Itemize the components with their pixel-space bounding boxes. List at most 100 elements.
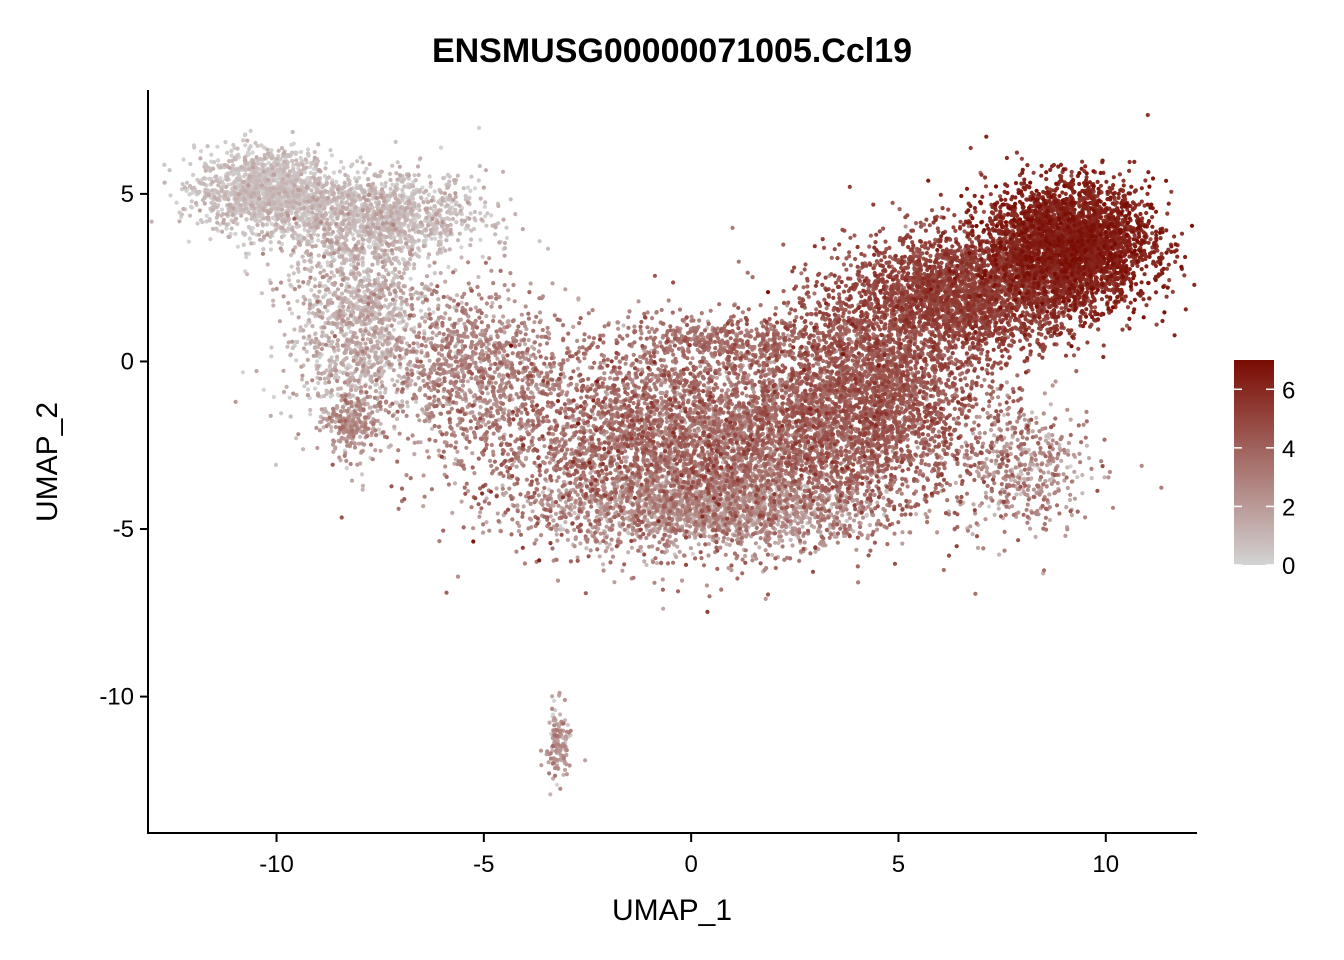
cell-point [408, 210, 413, 215]
cell-point [294, 358, 299, 363]
cell-point [312, 155, 317, 160]
cell-point [992, 512, 997, 518]
cell-point [1047, 477, 1052, 483]
cell-point [340, 221, 345, 226]
cell-point [296, 262, 301, 267]
cell-point [287, 307, 292, 312]
cell-point [391, 204, 396, 209]
cell-point [256, 190, 261, 195]
cell-point [282, 151, 287, 156]
cell-point [203, 187, 208, 192]
cell-point [335, 287, 340, 292]
cell-point [383, 268, 389, 273]
cell-point [253, 186, 259, 191]
cell-point [305, 147, 311, 152]
cell-point [402, 309, 407, 315]
cell-point [391, 218, 396, 223]
cell-point [445, 203, 450, 208]
cell-point [489, 213, 494, 218]
cell-point [408, 257, 413, 262]
cell-point [445, 172, 451, 177]
cell-point [235, 244, 240, 249]
cell-point [387, 317, 392, 322]
cell-point [215, 144, 220, 149]
cell-point [375, 174, 380, 179]
cell-point [258, 156, 263, 162]
cell-point [427, 263, 432, 268]
cell-point [308, 170, 313, 175]
cell-point [250, 203, 255, 208]
cell-point [970, 532, 975, 537]
cell-point [323, 188, 328, 193]
cell-point [335, 216, 340, 221]
cell-point [285, 152, 291, 158]
cell-point [259, 291, 264, 296]
cell-point [232, 185, 237, 190]
cell-point [351, 303, 356, 308]
cell-point [397, 270, 402, 275]
cell-point [396, 373, 401, 378]
cell-point [224, 212, 229, 217]
cell-point [336, 195, 341, 200]
cell-point [182, 185, 188, 190]
cell-point [295, 339, 300, 345]
cell-point [476, 178, 481, 183]
cell-point [414, 399, 419, 405]
cell-point [215, 212, 220, 217]
cell-point [362, 201, 367, 206]
cell-point [265, 192, 270, 197]
cell-point [296, 233, 301, 238]
cell-point [302, 221, 307, 226]
cell-point [309, 288, 314, 293]
cell-point [406, 223, 411, 228]
cell-point [444, 228, 449, 233]
cell-point [380, 342, 385, 347]
cell-point [1089, 476, 1094, 481]
cell-point [333, 211, 338, 216]
cell-point [565, 722, 570, 728]
cell-point [259, 183, 265, 188]
cell-point [200, 220, 205, 225]
cell-point [404, 218, 409, 223]
cell-point [211, 166, 216, 171]
cell-point [312, 171, 317, 176]
cell-point [295, 299, 300, 304]
cell-point [262, 156, 267, 161]
cell-point [423, 227, 428, 232]
cell-point [500, 169, 506, 174]
cell-point [303, 297, 308, 302]
cell-point [261, 207, 266, 212]
cell-point [415, 296, 420, 301]
cell-point [407, 185, 412, 190]
cell-point [343, 172, 348, 178]
cell-point [223, 193, 228, 198]
cell-point [308, 233, 313, 238]
cell-point [725, 536, 731, 541]
cell-point [383, 180, 388, 185]
cell-point [378, 390, 383, 395]
cell-point [372, 249, 377, 255]
cell-point [388, 186, 393, 191]
cell-point [294, 436, 299, 441]
cell-point [384, 193, 390, 198]
cell-point [339, 159, 344, 164]
cell-point [241, 242, 246, 247]
cell-point [397, 229, 402, 234]
cell-point [1065, 465, 1070, 470]
cell-point [548, 792, 553, 797]
cell-point [422, 331, 427, 336]
cell-point [168, 193, 173, 198]
cell-point [301, 180, 306, 185]
cell-point [285, 344, 290, 349]
cell-point [334, 235, 339, 240]
cell-point [445, 223, 450, 228]
cell-point [227, 159, 232, 164]
cell-point [316, 253, 321, 258]
cell-point [318, 270, 323, 275]
cell-point [329, 270, 334, 275]
cell-point [195, 221, 200, 226]
cell-point [340, 192, 345, 197]
cell-point [493, 225, 498, 230]
cell-point [407, 199, 412, 204]
cell-point [395, 177, 400, 182]
